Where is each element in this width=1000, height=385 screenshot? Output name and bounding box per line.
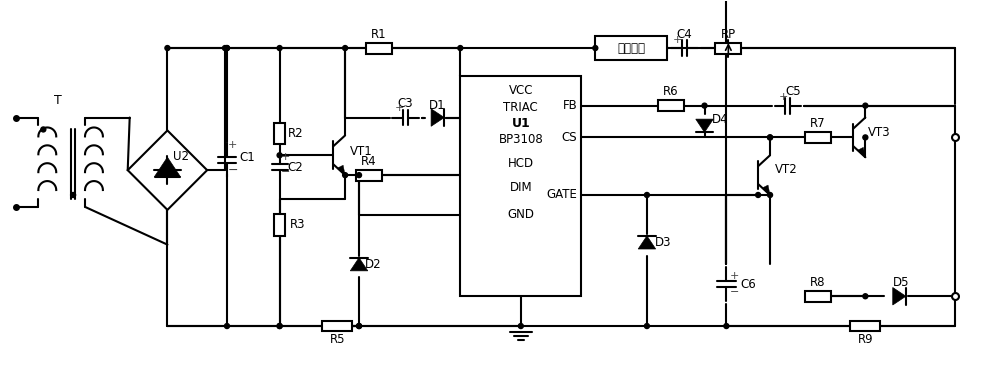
Text: T: T <box>54 94 62 107</box>
Text: VT2: VT2 <box>775 163 797 176</box>
Text: −: − <box>730 287 739 297</box>
Circle shape <box>702 103 707 108</box>
Text: R5: R5 <box>329 333 345 347</box>
Circle shape <box>863 135 868 140</box>
Polygon shape <box>155 157 180 177</box>
Circle shape <box>768 135 773 140</box>
Text: R9: R9 <box>858 333 873 347</box>
Bar <box>805 132 831 143</box>
Polygon shape <box>696 119 713 132</box>
Bar <box>595 36 667 60</box>
Circle shape <box>277 323 282 328</box>
Text: +: + <box>673 35 682 45</box>
Bar <box>274 122 285 144</box>
Text: HCD: HCD <box>508 157 534 170</box>
Text: D3: D3 <box>655 236 671 249</box>
Polygon shape <box>431 109 444 126</box>
Bar <box>356 170 382 181</box>
Circle shape <box>518 323 523 328</box>
Circle shape <box>458 45 463 50</box>
Text: GATE: GATE <box>547 189 577 201</box>
Text: DIM: DIM <box>510 181 532 194</box>
Circle shape <box>768 192 773 198</box>
Text: R6: R6 <box>663 85 679 98</box>
Text: VT1: VT1 <box>350 145 372 158</box>
Circle shape <box>225 45 229 50</box>
Circle shape <box>225 323 229 328</box>
Circle shape <box>863 103 868 108</box>
Text: C5: C5 <box>785 85 801 98</box>
Text: R2: R2 <box>288 127 303 140</box>
Circle shape <box>343 45 348 50</box>
Polygon shape <box>128 131 207 210</box>
Circle shape <box>225 45 229 50</box>
Text: D1: D1 <box>429 99 446 112</box>
Text: C1: C1 <box>239 151 255 164</box>
Text: U2: U2 <box>173 150 189 163</box>
Polygon shape <box>350 258 368 271</box>
Circle shape <box>357 323 362 328</box>
Text: R4: R4 <box>361 155 377 168</box>
Text: R7: R7 <box>810 117 826 130</box>
Circle shape <box>41 127 46 132</box>
Polygon shape <box>857 147 865 157</box>
Text: C2: C2 <box>288 161 303 174</box>
Text: D4: D4 <box>712 113 729 126</box>
Circle shape <box>277 45 282 50</box>
Text: +: + <box>228 141 238 151</box>
Bar <box>366 43 392 54</box>
Text: +: + <box>395 103 404 113</box>
Polygon shape <box>638 236 656 249</box>
Circle shape <box>277 323 282 328</box>
Text: D2: D2 <box>365 258 381 271</box>
Polygon shape <box>337 165 345 175</box>
Bar <box>658 100 684 111</box>
Circle shape <box>165 45 170 50</box>
Bar <box>322 321 352 331</box>
Bar <box>460 76 581 296</box>
Text: RP: RP <box>721 28 736 41</box>
Text: C4: C4 <box>677 28 693 41</box>
Text: R8: R8 <box>810 276 825 289</box>
Bar <box>850 321 880 331</box>
Text: VCC: VCC <box>509 84 533 97</box>
Polygon shape <box>893 288 906 305</box>
Circle shape <box>277 153 282 158</box>
Circle shape <box>593 45 598 50</box>
Circle shape <box>724 323 729 328</box>
Text: C6: C6 <box>740 278 756 291</box>
Text: D5: D5 <box>893 276 909 289</box>
Text: R3: R3 <box>290 218 305 231</box>
Text: −: − <box>281 167 290 177</box>
Circle shape <box>357 323 362 328</box>
Text: +: + <box>730 271 739 281</box>
Text: −: − <box>228 164 238 177</box>
Bar <box>715 43 741 54</box>
Circle shape <box>71 192 76 198</box>
Polygon shape <box>762 185 770 195</box>
Circle shape <box>768 135 773 140</box>
Text: TRIAC: TRIAC <box>503 101 538 114</box>
Circle shape <box>644 323 649 328</box>
Text: CS: CS <box>562 131 577 144</box>
Bar <box>805 291 831 302</box>
Circle shape <box>863 294 868 299</box>
Text: R1: R1 <box>371 28 387 41</box>
Text: 保护电路: 保护电路 <box>617 42 645 55</box>
Text: VT3: VT3 <box>868 126 891 139</box>
Text: C3: C3 <box>398 97 413 110</box>
Text: FB: FB <box>563 99 577 112</box>
Circle shape <box>756 192 761 198</box>
Text: BP3108: BP3108 <box>498 133 543 146</box>
Circle shape <box>343 172 348 177</box>
Text: GND: GND <box>507 208 534 221</box>
Bar <box>274 214 285 236</box>
Text: U1: U1 <box>511 117 530 130</box>
Circle shape <box>644 192 649 198</box>
Circle shape <box>223 45 227 50</box>
Text: +: + <box>281 152 290 162</box>
Circle shape <box>357 172 362 177</box>
Text: +: + <box>779 92 789 102</box>
